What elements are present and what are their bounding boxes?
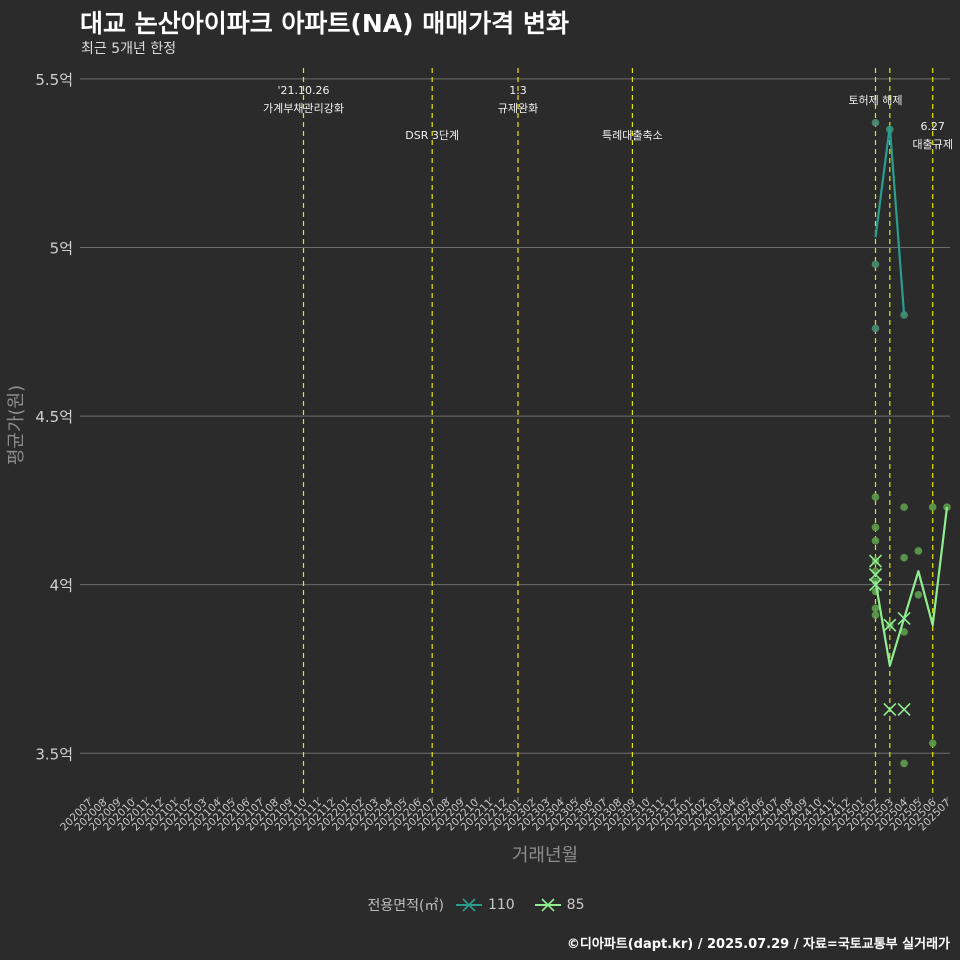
data-point-85 <box>928 503 937 511</box>
mean-marker-stroke <box>868 554 883 568</box>
mean-marker-85 <box>897 611 911 625</box>
y-tick-label: 5.5억 <box>35 71 73 89</box>
event-label: 1.3 <box>509 84 527 97</box>
mean-marker-stroke <box>897 611 911 625</box>
mean-marker-stroke <box>883 618 897 632</box>
data-point-85 <box>914 590 923 599</box>
x-axis-title: 거래년월 <box>512 845 578 866</box>
mean-marker-85 <box>883 702 897 717</box>
mean-marker-85 <box>868 567 883 582</box>
y-tick-label: 3.5억 <box>35 745 73 763</box>
data-point-85 <box>871 604 880 613</box>
mean-marker-85 <box>883 618 897 632</box>
mean-marker-85 <box>868 578 883 592</box>
data-point-110 <box>871 260 880 269</box>
legend: 전용면적(㎡) 110 85 <box>0 895 960 915</box>
y-tick-label: 5억 <box>50 239 73 257</box>
data-point-85 <box>900 628 908 636</box>
data-point-110 <box>871 324 880 333</box>
series-line-85 <box>874 506 949 667</box>
chart-title: 대교 논산아이파크 아파트(NA) 매매가격 변화 <box>80 9 569 38</box>
y-tick-label: 4억 <box>50 577 73 595</box>
data-point-110 <box>900 311 908 319</box>
source-caption: ©디아파트(dapt.kr) / 2025.07.29 / 자료=국토교통부 실… <box>566 937 950 952</box>
mean-marker-stroke <box>897 702 911 717</box>
event-label: 규제완화 <box>498 102 538 115</box>
data-point-110 <box>871 118 880 127</box>
event-label: 대출규제 <box>912 138 952 151</box>
mean-marker-stroke <box>883 702 897 717</box>
data-point-85 <box>900 759 908 768</box>
event-label: 6.27 <box>920 120 945 133</box>
data-point-85 <box>871 611 880 619</box>
data-point-85 <box>928 739 937 747</box>
legend-title: 전용면적(㎡) <box>367 898 444 914</box>
event-label: 가계부채관리강화 <box>263 102 344 115</box>
chart-subtitle: 최근 5개년 한정 <box>81 41 177 57</box>
mean-marker-stroke <box>868 578 883 592</box>
data-point-85 <box>900 503 908 511</box>
data-point-85 <box>900 553 908 562</box>
data-point-85 <box>871 537 880 545</box>
event-label: 특례대출축소 <box>602 129 663 142</box>
legend-key-85 <box>534 898 561 912</box>
mean-marker-stroke <box>868 567 883 582</box>
event-label: '21.10.26 <box>277 84 329 97</box>
data-point-85 <box>871 523 880 532</box>
legend-key-110 <box>455 898 482 912</box>
data-point-85 <box>914 547 923 555</box>
y-tick-label: 4.5억 <box>35 408 73 426</box>
legend-label-110: 110 <box>487 897 515 913</box>
mean-marker-85 <box>897 702 911 717</box>
event-label: DSR 3단계 <box>405 129 459 142</box>
event-label: 토허제 해제 <box>848 93 902 107</box>
mean-marker-85 <box>868 554 883 568</box>
legend-label-85: 85 <box>566 897 585 913</box>
y-axis-title: 평균가(원) <box>6 385 27 465</box>
series-line-110 <box>874 125 906 315</box>
data-point-85 <box>871 493 880 501</box>
